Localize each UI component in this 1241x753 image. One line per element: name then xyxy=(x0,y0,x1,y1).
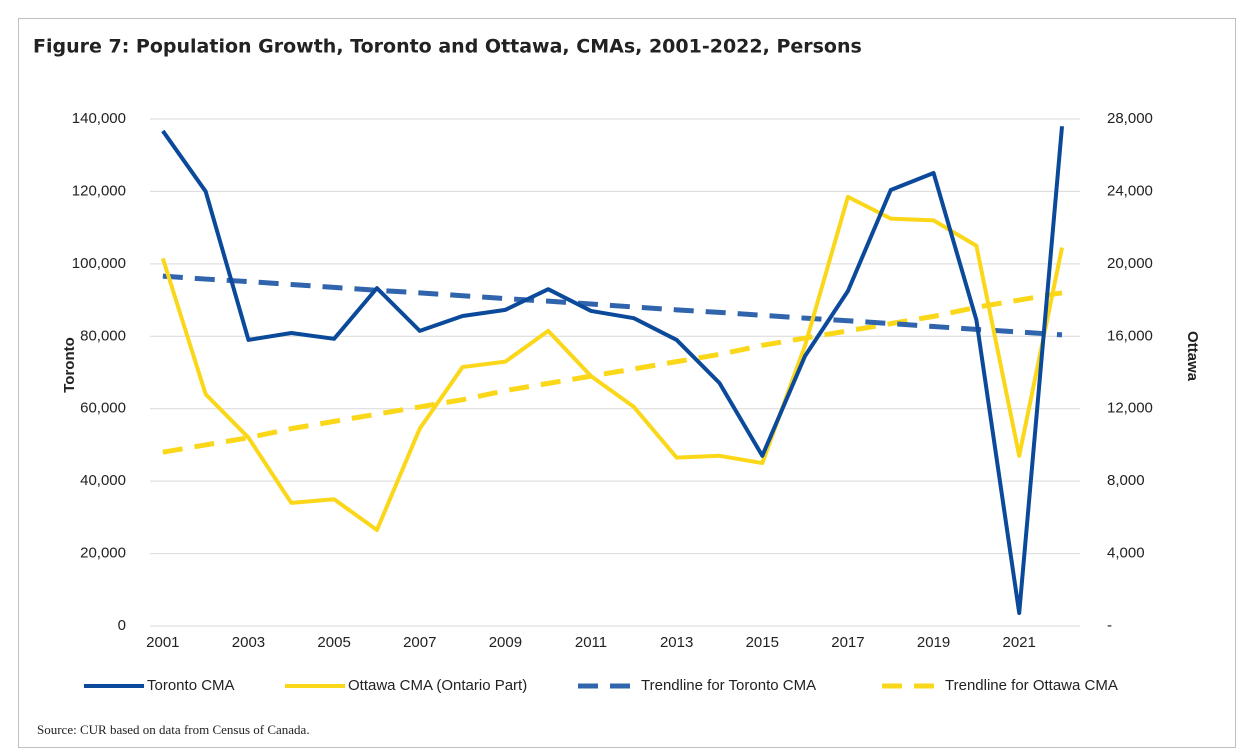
series-line xyxy=(161,126,1065,615)
x-tick-label: 2005 xyxy=(317,634,350,651)
y-axis-title: Toronto xyxy=(61,337,78,393)
y2-tick-label: 4,000 xyxy=(1107,545,1145,562)
y-tick-label: 60,000 xyxy=(80,400,126,417)
chart-frame xyxy=(18,18,1236,748)
trendline xyxy=(162,273,1063,338)
y-tick-label: 140,000 xyxy=(72,110,126,127)
y2-tick-label: - xyxy=(1107,617,1112,634)
y-tick-label: 120,000 xyxy=(72,182,126,199)
y2-tick-label: 12,000 xyxy=(1107,400,1153,417)
source-note: Source: CUR based on data from Census of… xyxy=(37,722,310,737)
x-tick-label: 2015 xyxy=(746,634,779,651)
legend-label: Trendline for Toronto CMA xyxy=(641,677,816,694)
x-tick-label: 2013 xyxy=(660,634,693,651)
chart-title: Figure 7: Population Growth, Toronto and… xyxy=(33,36,862,58)
legend-label: Trendline for Ottawa CMA xyxy=(945,677,1118,694)
y-tick-label: 80,000 xyxy=(80,327,126,344)
legend-label: Toronto CMA xyxy=(147,677,235,694)
y2-axis-title: Ottawa xyxy=(1184,331,1201,382)
x-tick-label: 2007 xyxy=(403,634,436,651)
x-tick-label: 2009 xyxy=(489,634,522,651)
x-tick-label: 2001 xyxy=(146,634,179,651)
trendline xyxy=(162,290,1063,455)
y-tick-label: 100,000 xyxy=(72,255,126,272)
y2-tick-label: 28,000 xyxy=(1107,110,1153,127)
y2-tick-label: 24,000 xyxy=(1107,182,1153,199)
y-tick-label: 0 xyxy=(118,617,126,634)
x-tick-label: 2017 xyxy=(831,634,864,651)
y-tick-label: 40,000 xyxy=(80,472,126,489)
y2-tick-label: 8,000 xyxy=(1107,472,1145,489)
x-tick-label: 2021 xyxy=(1003,634,1036,651)
y2-tick-label: 20,000 xyxy=(1107,255,1153,272)
x-tick-label: 2011 xyxy=(575,634,607,651)
legend-label: Ottawa CMA (Ontario Part) xyxy=(348,677,527,694)
series-line xyxy=(160,194,1064,533)
y2-tick-label: 16,000 xyxy=(1107,327,1153,344)
x-tick-label: 2003 xyxy=(232,634,265,651)
y-tick-label: 20,000 xyxy=(80,545,126,562)
x-tick-label: 2019 xyxy=(917,634,950,651)
